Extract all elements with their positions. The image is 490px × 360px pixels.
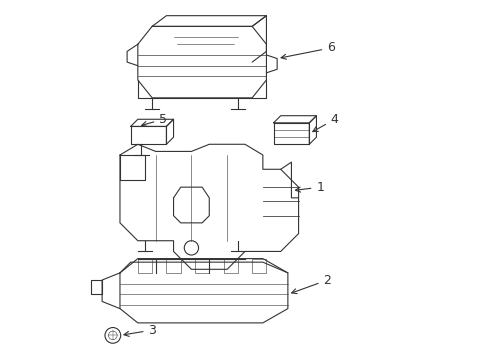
Bar: [252, 258, 267, 273]
Bar: [138, 258, 152, 273]
Bar: [195, 258, 209, 273]
Bar: [167, 258, 181, 273]
Text: 6: 6: [281, 41, 335, 59]
Text: 4: 4: [313, 113, 339, 132]
Text: 2: 2: [292, 274, 331, 294]
Text: 3: 3: [124, 324, 156, 337]
Bar: [223, 258, 238, 273]
Text: 5: 5: [142, 113, 167, 126]
Text: 1: 1: [295, 181, 324, 194]
